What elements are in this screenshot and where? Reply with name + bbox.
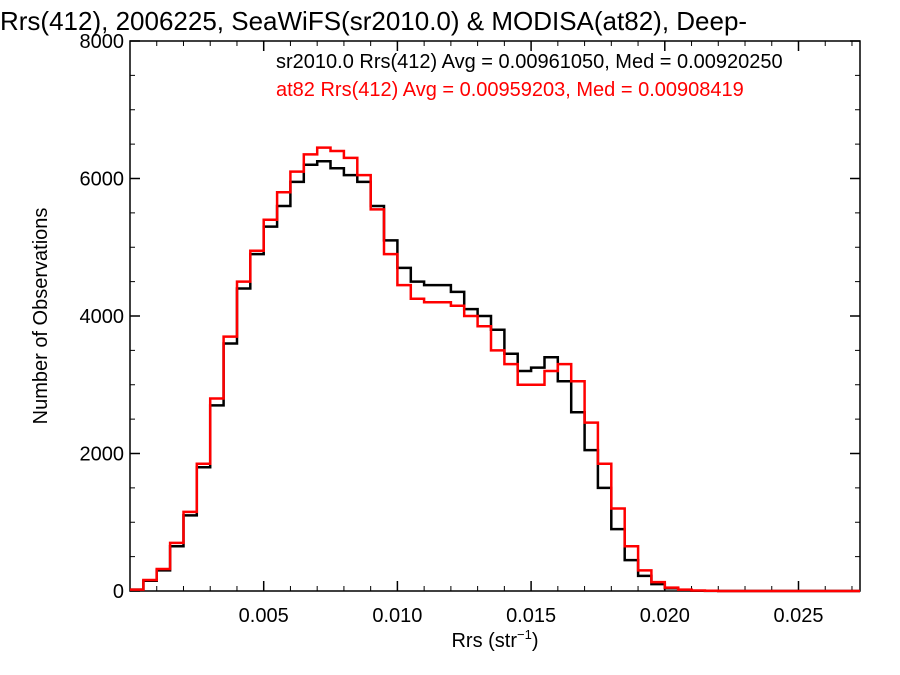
y-tick-label: 4000 xyxy=(80,306,125,328)
x-axis-label: Rrs (str−1) xyxy=(451,627,538,652)
x-tick-label: 0.005 xyxy=(239,605,289,627)
series-1-stats: at82 Rrs(412) Avg = 0.00959203, Med = 0.… xyxy=(276,79,744,101)
y-tick-label: 8000 xyxy=(80,31,125,53)
y-tick-label: 6000 xyxy=(80,169,125,191)
y-tick-label: 2000 xyxy=(80,444,125,466)
series-layer xyxy=(130,146,860,593)
x-tick-label: 0.020 xyxy=(640,605,690,627)
x-tick-label: 0.010 xyxy=(372,605,422,627)
x-axis-label-close: ) xyxy=(532,630,539,652)
series-line-at82 xyxy=(130,146,860,593)
chart-title: Rrs(412), 2006225, SeaWiFS(sr2010.0) & M… xyxy=(0,6,747,36)
plot-frame xyxy=(129,40,861,592)
x-tick-label: 0.025 xyxy=(773,605,823,627)
x-axis-label-sup: −1 xyxy=(517,627,532,642)
series-0-stats: sr2010.0 Rrs(412) Avg = 0.00961050, Med … xyxy=(276,51,783,73)
series-line-sr2010.0 xyxy=(130,160,860,593)
axis-tick-labels: 0.005 0.010 0.015 0.020 0.025 0 2000 4000 6000 80… xyxy=(80,31,824,627)
y-tick-label: 0 xyxy=(113,581,124,603)
axis-ticks xyxy=(130,40,860,592)
x-tick-label: 0.015 xyxy=(506,605,556,627)
x-axis-label-main: Rrs (str xyxy=(451,630,517,652)
y-axis-label: Number of Observations xyxy=(30,208,52,425)
